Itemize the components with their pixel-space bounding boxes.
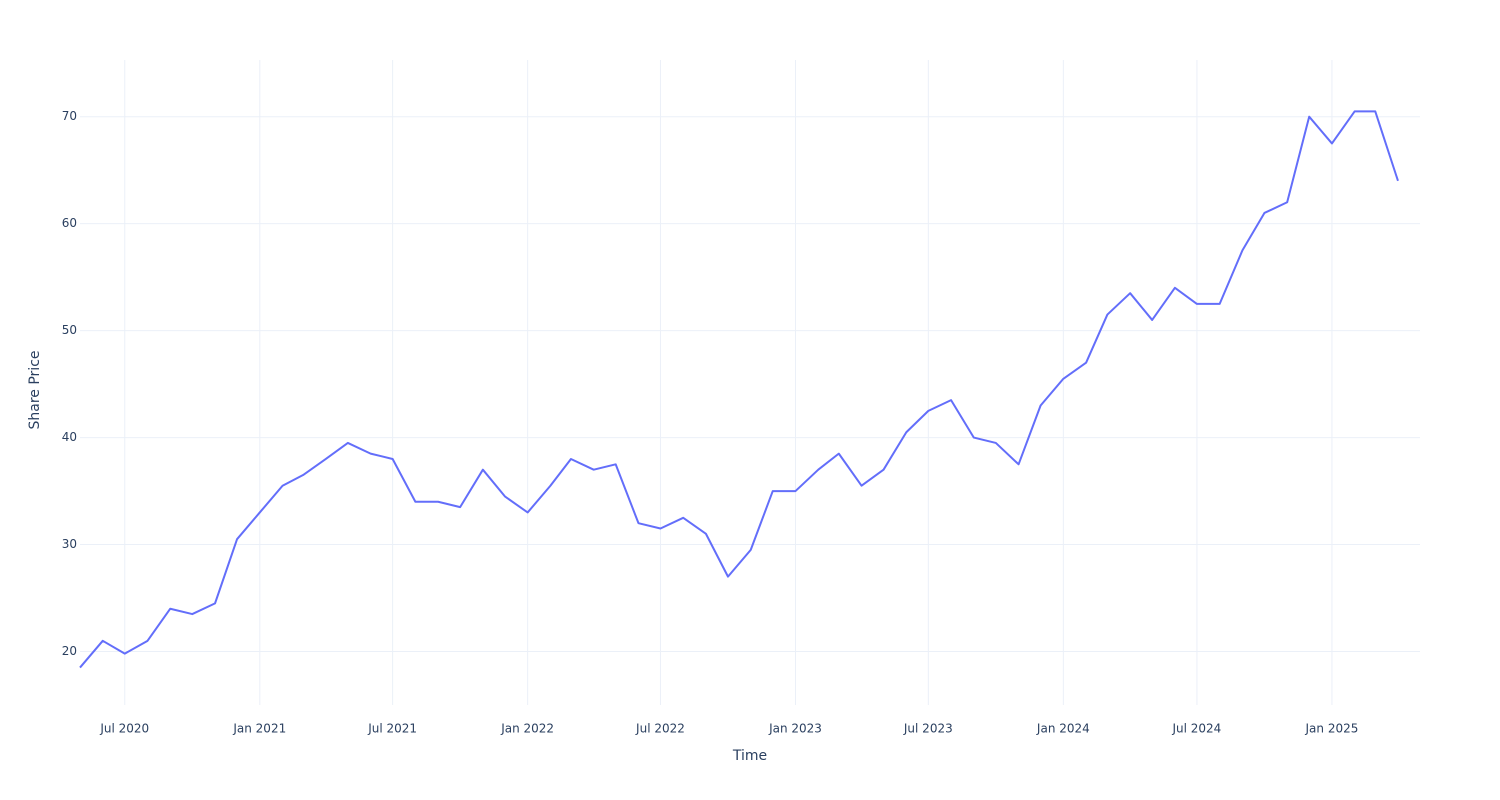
x-tick-label: Jul 2022 xyxy=(635,722,685,736)
x-tick-label: Jul 2021 xyxy=(367,722,417,736)
y-axis-title: Share Price xyxy=(27,350,43,429)
x-axis-title: Time xyxy=(732,748,767,764)
x-tick-label: Jul 2023 xyxy=(903,722,953,736)
x-tick-label: Jan 2024 xyxy=(1036,722,1090,736)
x-tick-label: Jan 2023 xyxy=(768,722,822,736)
x-tick-label: Jan 2021 xyxy=(232,722,286,736)
y-tick-label: 30 xyxy=(62,537,77,551)
y-tick-label: 50 xyxy=(62,323,77,337)
price-line xyxy=(79,110,1399,669)
y-tick-label: 40 xyxy=(62,430,77,444)
x-tick-label: Jul 2020 xyxy=(99,722,149,736)
y-tick-label: 70 xyxy=(62,109,77,123)
x-tick-label: Jul 2024 xyxy=(1171,722,1221,736)
x-tick-label: Jan 2022 xyxy=(500,722,554,736)
y-tick-label: 20 xyxy=(62,644,77,658)
x-tick-label: Jan 2025 xyxy=(1305,722,1359,736)
y-tick-label: 60 xyxy=(62,216,77,230)
